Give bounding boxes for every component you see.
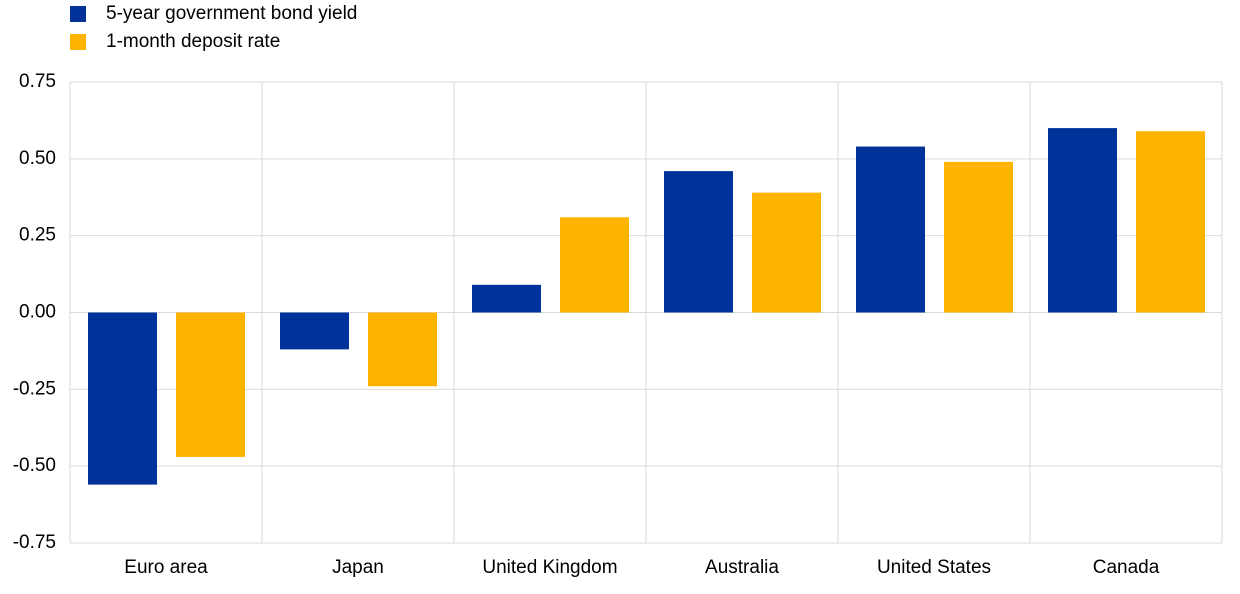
x-tick-label: Australia [705,557,779,578]
bar [88,312,157,485]
bar [664,171,733,313]
bar [752,192,821,313]
y-tick-label: -0.25 [13,378,56,399]
bar [1136,131,1205,313]
legend-swatch [70,6,86,22]
y-tick-label: 0.25 [19,225,56,246]
bar [856,146,925,313]
x-tick-label: Canada [1093,557,1160,578]
legend-swatch [70,34,86,50]
x-tick-label: Euro area [124,557,208,578]
bar [280,312,349,350]
y-tick-label: -0.50 [13,455,56,476]
bar [1048,128,1117,313]
y-tick-label: 0.50 [19,148,56,169]
bar [472,284,541,313]
bar [176,312,245,457]
bar [944,161,1013,313]
y-tick-label: -0.75 [13,532,56,553]
bar [368,312,437,387]
legend-label: 5-year government bond yield [106,3,357,24]
x-tick-label: United States [877,557,991,578]
x-tick-label: United Kingdom [482,557,617,578]
x-tick-label: Japan [332,557,384,578]
legend-label: 1-month deposit rate [106,31,280,52]
bar [560,217,629,313]
y-tick-label: 0.00 [19,302,56,323]
y-tick-label: 0.75 [19,71,56,92]
